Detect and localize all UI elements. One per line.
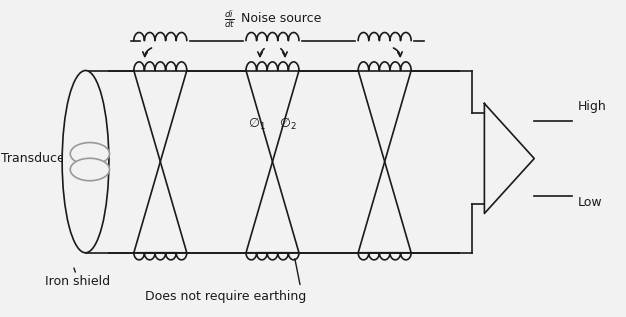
Ellipse shape [70,158,110,181]
Text: Iron shield: Iron shield [45,275,110,288]
Ellipse shape [70,143,110,165]
Text: $\emptyset_2$: $\emptyset_2$ [279,116,297,132]
Ellipse shape [62,70,109,253]
Text: Low: Low [578,196,602,209]
Text: Noise source: Noise source [242,12,322,25]
Text: $\frac{di}{dt}$: $\frac{di}{dt}$ [224,8,235,29]
Text: High: High [578,100,607,113]
Text: $\emptyset_1$: $\emptyset_1$ [248,116,266,132]
Text: Does not require earthing: Does not require earthing [145,290,306,303]
Text: Transducer: Transducer [1,152,70,165]
